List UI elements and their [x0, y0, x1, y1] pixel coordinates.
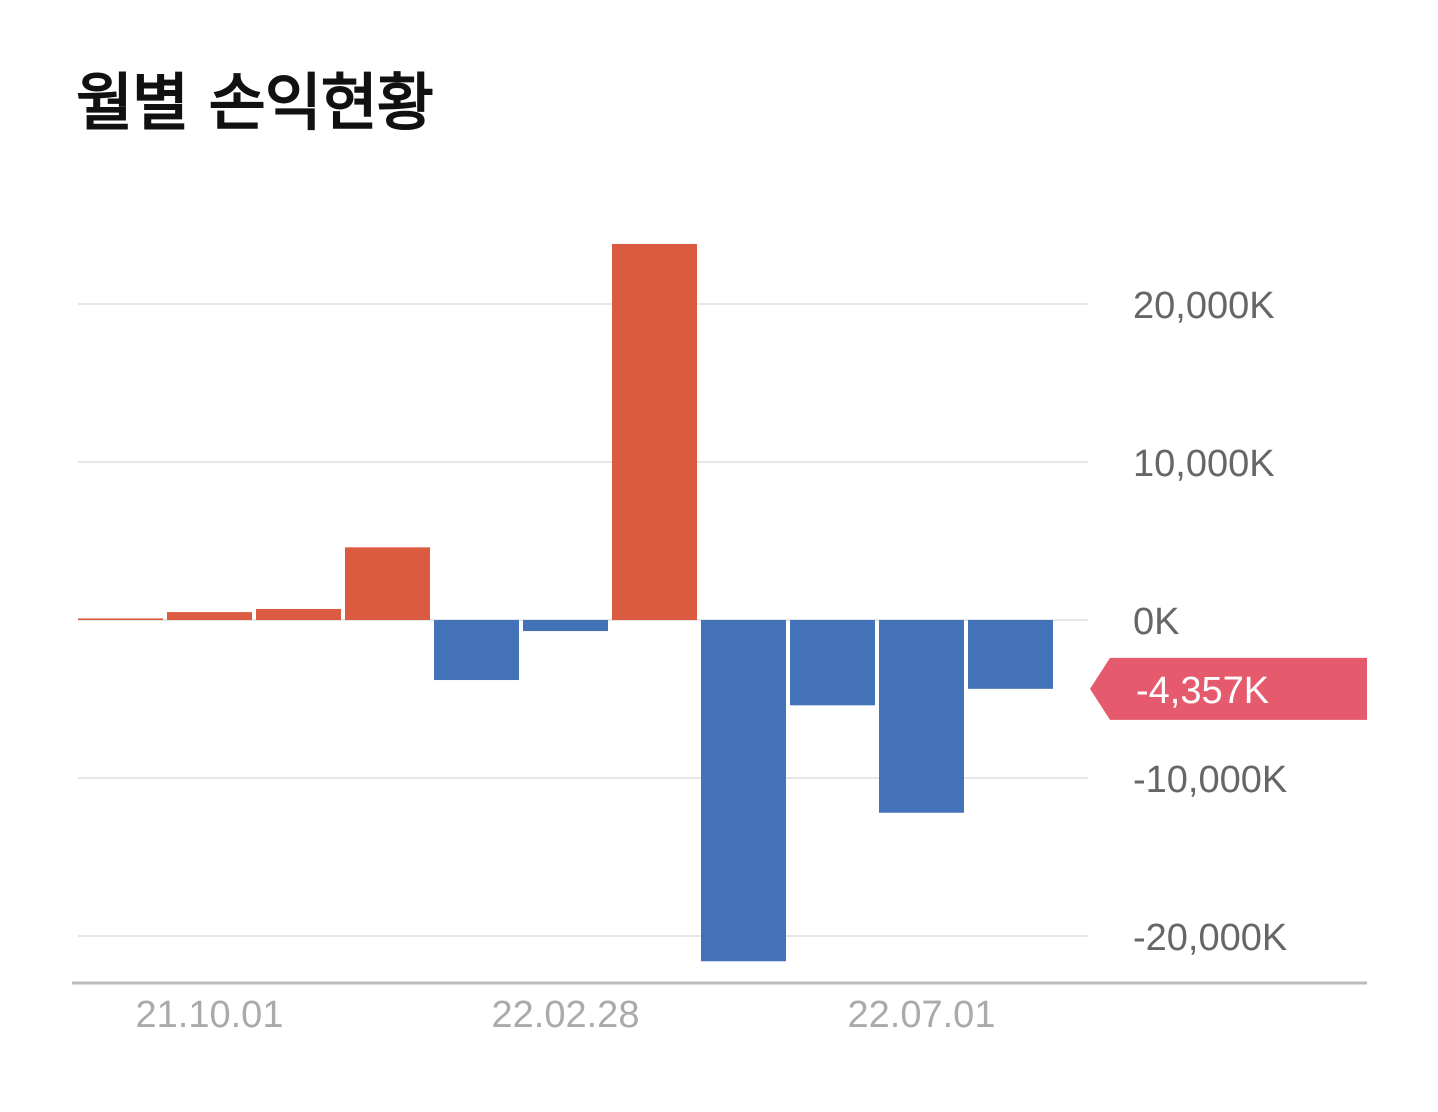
bar — [879, 620, 964, 813]
bar — [345, 547, 430, 620]
bar — [968, 620, 1053, 689]
bar — [256, 608, 341, 620]
bar — [78, 618, 163, 620]
bar — [434, 620, 519, 681]
x-axis-ticks: 21.10.01 22.02.28 22.07.01 — [136, 994, 996, 1036]
y-axis-ticks: 20,000K 10,000K 0K -10,000K -20,000K — [1133, 285, 1287, 959]
y-tick-label: 0K — [1133, 601, 1179, 643]
callout-value-label: -4,357K — [1136, 670, 1269, 712]
bar — [612, 243, 697, 620]
y-tick-label: -20,000K — [1133, 917, 1287, 959]
bars — [78, 243, 1053, 962]
x-tick-label: 21.10.01 — [136, 994, 284, 1036]
bar — [167, 612, 252, 620]
bar — [523, 620, 608, 632]
page-title: 월별 손익현황 — [76, 66, 434, 139]
y-tick-label: -10,000K — [1133, 759, 1287, 801]
y-tick-label: 20,000K — [1133, 285, 1275, 327]
bar — [790, 620, 875, 706]
callout-badge — [1090, 657, 1367, 720]
x-tick-label: 22.02.28 — [492, 994, 640, 1036]
x-tick-label: 22.07.01 — [848, 994, 996, 1036]
y-tick-label: 10,000K — [1133, 443, 1275, 485]
bar — [701, 620, 786, 962]
current-value-callout: -4,357K — [1090, 657, 1367, 720]
